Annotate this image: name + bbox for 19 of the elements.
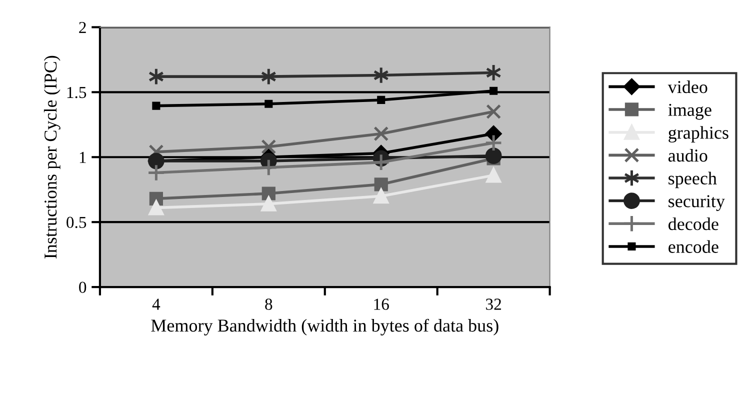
legend-label: security <box>668 195 725 212</box>
y-tick-label: 2 <box>79 22 86 33</box>
legend-label: video <box>668 80 708 94</box>
x-tick-label: 32 <box>486 298 501 310</box>
legend-label: speech <box>668 172 717 188</box>
x-tick-label: 4 <box>152 298 160 310</box>
legend-label: decode <box>668 217 718 230</box>
y-axis-title: Instructions per Cycle (IPC) <box>44 56 60 259</box>
x-axis-title: Memory Bandwidth (width in bytes of data bus) <box>151 318 498 336</box>
y-tick-label: 1 <box>80 152 86 163</box>
x-tick-label: 8 <box>265 298 272 310</box>
legend-label: image <box>668 104 712 120</box>
y-tick-label: 1.5 <box>67 86 86 98</box>
legend-label: encode <box>668 240 718 253</box>
y-tick-label: 0 <box>79 282 86 293</box>
legend-label: audio <box>668 148 708 162</box>
x-tick-label: 16 <box>374 298 389 310</box>
legend-label: graphics <box>668 126 728 143</box>
y-tick-label: 0.5 <box>66 216 86 228</box>
